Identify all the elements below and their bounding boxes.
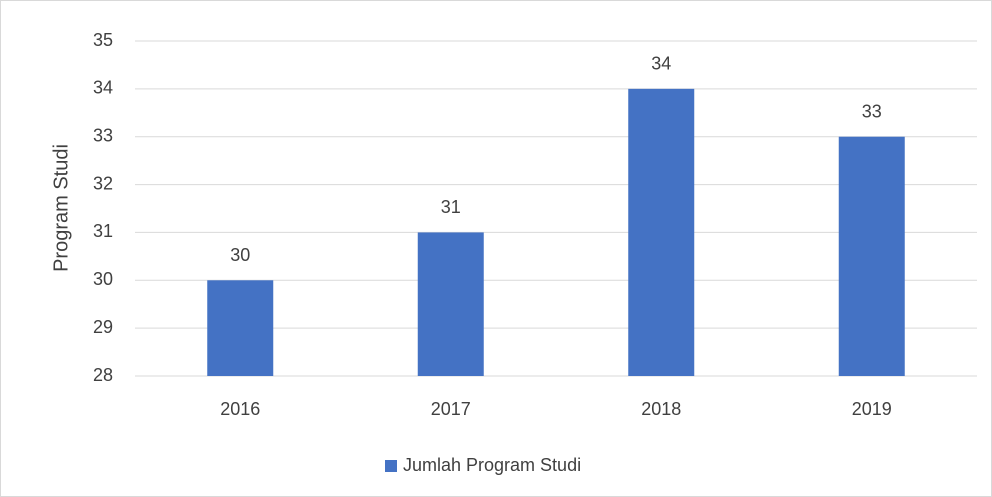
legend-label: Jumlah Program Studi (403, 455, 581, 475)
bar (628, 88, 695, 376)
y-tick-label: 31 (93, 221, 113, 241)
y-tick-label: 35 (93, 30, 113, 50)
data-label: 31 (441, 197, 461, 217)
x-tick-label: 2019 (852, 399, 892, 419)
bar (417, 232, 484, 376)
data-label: 33 (862, 101, 882, 121)
y-tick-label: 34 (93, 78, 113, 98)
x-tick-label: 2018 (641, 399, 681, 419)
data-label: 34 (651, 54, 671, 74)
y-tick-label: 30 (93, 269, 113, 289)
y-axis-label: Program Studi (50, 144, 72, 272)
legend-swatch (385, 460, 397, 472)
x-tick-label: 2016 (220, 399, 260, 419)
y-tick-label: 29 (93, 317, 113, 337)
bar (207, 280, 274, 376)
bar (838, 136, 905, 376)
y-tick-label: 32 (93, 173, 113, 193)
data-label: 30 (230, 245, 250, 265)
x-tick-label: 2017 (431, 399, 471, 419)
y-tick-label: 33 (93, 125, 113, 145)
y-tick-label: 28 (93, 365, 113, 385)
